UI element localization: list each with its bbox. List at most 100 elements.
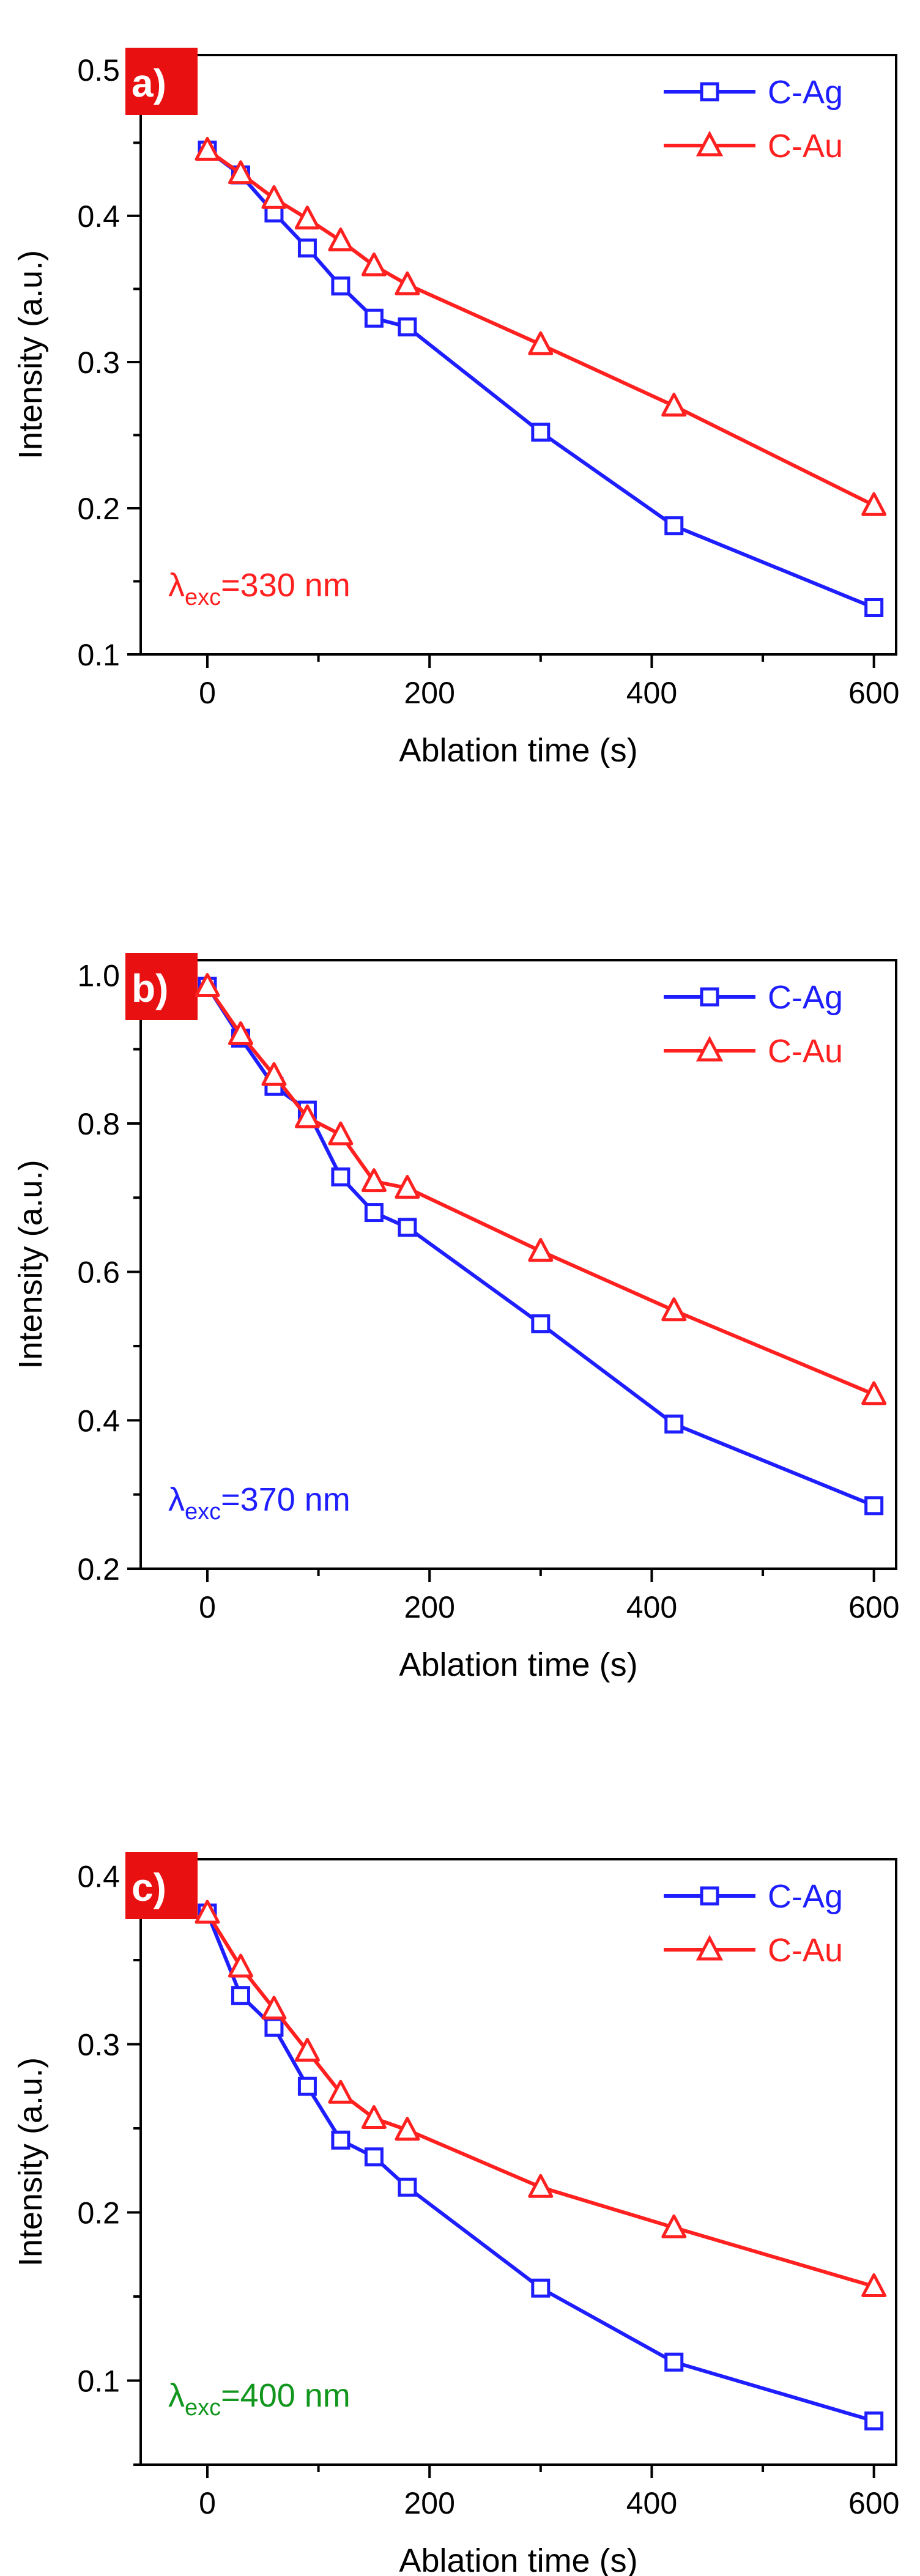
data-point-triangle (528, 2174, 554, 2198)
legend-label: C-Au (768, 128, 843, 165)
data-point-triangle (361, 2105, 387, 2129)
series-c-ag (198, 1903, 884, 2430)
data-point-triangle (294, 1104, 320, 1128)
series-line-c-au (206, 1912, 875, 2289)
legend-label: C-Ag (768, 74, 843, 111)
y-tick-label: 0.4 (77, 199, 120, 234)
data-point-square (531, 423, 551, 442)
data-point-triangle (361, 1168, 387, 1193)
legend-marker-square (700, 82, 719, 102)
data-point-square (664, 1414, 684, 1434)
data-point-triangle (228, 160, 253, 185)
series-line-c-ag (206, 148, 875, 610)
data-point-square (864, 2411, 884, 2430)
chart-panel-b: 0 200 400 600 0.2 0.4 0.6 0.8 1.0 Ablation time (… (12, 953, 899, 1683)
data-point-square (531, 2278, 551, 2298)
data-point-square (398, 317, 417, 337)
data-point-triangle (261, 185, 287, 209)
series-c-au (195, 136, 887, 516)
y-axis-title: Intensity (a.u.) (12, 250, 49, 459)
data-point-triangle (361, 252, 387, 276)
data-point-triangle (861, 1381, 887, 1405)
y-axis-title: Intensity (a.u.) (12, 1160, 49, 1369)
x-tick-label: 200 (404, 1590, 454, 1624)
data-point-triangle (661, 1297, 687, 1322)
x-tick-label: 600 (848, 1590, 899, 1624)
data-point-square (364, 1203, 384, 1223)
legend-entry-c-au: C-Au (664, 1033, 843, 1070)
panel-label: a) (132, 61, 166, 105)
data-point-square (531, 1314, 551, 1334)
data-point-square (664, 516, 684, 536)
data-point-triangle (528, 331, 554, 355)
data-point-triangle (395, 1175, 420, 1199)
legend-entry-c-ag: C-Ag (664, 979, 843, 1016)
legend-entry-c-ag: C-Ag (664, 74, 843, 111)
annotation-subscript: exc (185, 2395, 221, 2421)
data-point-triangle (228, 1953, 253, 1978)
annotation-value: =330 nm (221, 567, 351, 604)
panel-label-badge (125, 1852, 198, 1919)
y-axis-title: Intensity (a.u.) (12, 2057, 49, 2267)
y-tick-label: 0.2 (77, 1552, 120, 1586)
series-line-c-au (206, 985, 875, 1396)
y-tick-label: 0.1 (77, 2364, 120, 2399)
annotation-symbol: λ (168, 567, 185, 604)
annotation-symbol: λ (168, 2377, 185, 2414)
data-point-triangle (294, 2038, 320, 2062)
data-point-square (398, 2177, 417, 2197)
data-point-square (364, 308, 384, 328)
excitation-annotation: λexc=370 nm (168, 1481, 351, 1525)
panel-label: c) (132, 1865, 166, 1909)
legend-label: C-Ag (768, 1878, 843, 1915)
plot-frame (139, 54, 897, 656)
data-point-triangle (395, 271, 420, 295)
legend-entry-c-au: C-Au (664, 128, 843, 165)
legend-entry-c-ag: C-Ag (664, 1878, 843, 1915)
x-axis-title: Ablation time (s) (399, 732, 637, 769)
series-c-au (195, 1900, 887, 2297)
x-tick-label: 600 (848, 2486, 899, 2520)
x-tick-label: 0 (199, 1590, 216, 1624)
y-tick-label: 0.4 (77, 1404, 120, 1438)
panel-label: b) (132, 966, 168, 1010)
data-point-triangle (195, 136, 220, 161)
y-tick-label: 0.5 (77, 53, 120, 87)
annotation-value: =400 nm (221, 2377, 351, 2414)
excitation-annotation: λexc=330 nm (168, 567, 351, 610)
x-axis-title: Ablation time (s) (399, 1646, 637, 1683)
data-point-square (264, 2018, 284, 2037)
y-tick-label: 0.4 (77, 1860, 120, 1894)
data-point-square (864, 1496, 884, 1516)
data-point-square (231, 1986, 250, 2005)
data-point-triangle (195, 1900, 220, 1924)
chart-panel-c: 0 200 400 600 0.1 0.2 0.3 0.4 Ablation time (s) I… (12, 1852, 899, 2576)
x-tick-label: 400 (626, 676, 677, 710)
annotation-subscript: exc (185, 585, 221, 610)
legend-label: C-Au (768, 1033, 843, 1070)
legend-entry-c-au: C-Au (664, 1932, 843, 1969)
data-point-triangle (328, 2079, 354, 2104)
x-tick-label: 400 (626, 2486, 677, 2520)
annotation-subscript: exc (185, 1499, 221, 1525)
excitation-annotation: λexc=400 nm (168, 2377, 351, 2421)
y-tick-label: 0.3 (77, 2028, 120, 2062)
data-point-square (297, 2076, 317, 2096)
plot-frame (139, 1858, 897, 2466)
y-tick-label: 0.8 (77, 1107, 120, 1141)
data-point-square (297, 239, 317, 258)
y-tick-label: 0.2 (77, 2196, 120, 2230)
series-c-au (195, 972, 887, 1405)
data-point-triangle (261, 1996, 287, 2020)
x-tick-label: 200 (404, 2486, 454, 2520)
data-point-square (364, 2147, 384, 2167)
data-point-triangle (261, 1062, 287, 1086)
data-point-triangle (328, 228, 354, 252)
data-point-triangle (661, 2214, 687, 2238)
x-tick-label: 200 (404, 676, 454, 710)
legend-label: C-Ag (768, 979, 843, 1016)
data-point-triangle (861, 492, 887, 516)
data-point-triangle (195, 972, 220, 997)
legend-marker-triangle (696, 1934, 724, 1961)
